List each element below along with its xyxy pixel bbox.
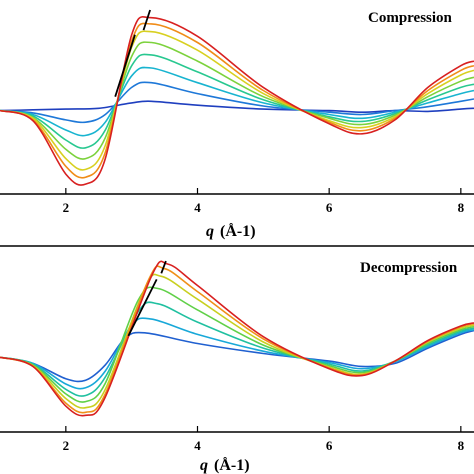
series-line-5 (0, 265, 474, 414)
series-group (0, 9, 474, 186)
panel-title: Compression (368, 10, 453, 26)
peak-guide-line-1 (142, 9, 151, 31)
series-line-3 (0, 53, 474, 149)
x-tick-label-0: 2 (63, 200, 70, 215)
series-line-4 (0, 273, 474, 409)
series-line-2 (0, 301, 474, 397)
panel-title: Decompression (360, 260, 458, 276)
x-axis-label: q (Å-1) (200, 456, 250, 474)
panel-compression: Compression 2 4 6 8 q (Å-1) (0, 0, 474, 240)
x-tick-label-2: 6 (326, 438, 333, 453)
x-tick-label-1: 4 (194, 200, 201, 215)
series-line-4 (0, 41, 474, 160)
series-line-6 (0, 260, 474, 417)
x-ticks: 2 4 6 8 (63, 426, 465, 453)
peak-guide-line-0 (127, 278, 158, 337)
series-line-0 (0, 329, 474, 383)
x-tick-label-3: 8 (458, 200, 465, 215)
x-tick-label-3: 8 (458, 438, 465, 453)
x-axis-label-unit: (Å-1) (214, 456, 250, 474)
peak-guide-line-0 (114, 34, 136, 97)
series-line-1 (0, 317, 474, 390)
plot-area (0, 0, 474, 194)
x-axis-label-unit: (Å-1) (220, 222, 256, 240)
series-line-6 (0, 22, 474, 179)
panel-decompression: Decompression 2 4 6 8 q (Å-1) (0, 260, 474, 474)
x-ticks: 2 4 6 8 (63, 188, 465, 215)
series-line-2 (0, 66, 474, 137)
x-tick-label-1: 4 (194, 438, 201, 453)
x-tick-label-0: 2 (63, 438, 70, 453)
x-axis-label: q (Å-1) (206, 222, 256, 240)
series-line-7 (0, 16, 474, 186)
x-tick-label-2: 6 (326, 200, 333, 215)
x-axis-label-q: q (200, 457, 208, 474)
x-axis-label-q: q (206, 223, 214, 240)
series-line-0 (0, 100, 474, 114)
peak-guide-line-1 (160, 260, 167, 274)
series-line-1 (0, 81, 474, 124)
series-line-5 (0, 30, 474, 171)
series-group (0, 260, 474, 417)
series-line-3 (0, 286, 474, 403)
